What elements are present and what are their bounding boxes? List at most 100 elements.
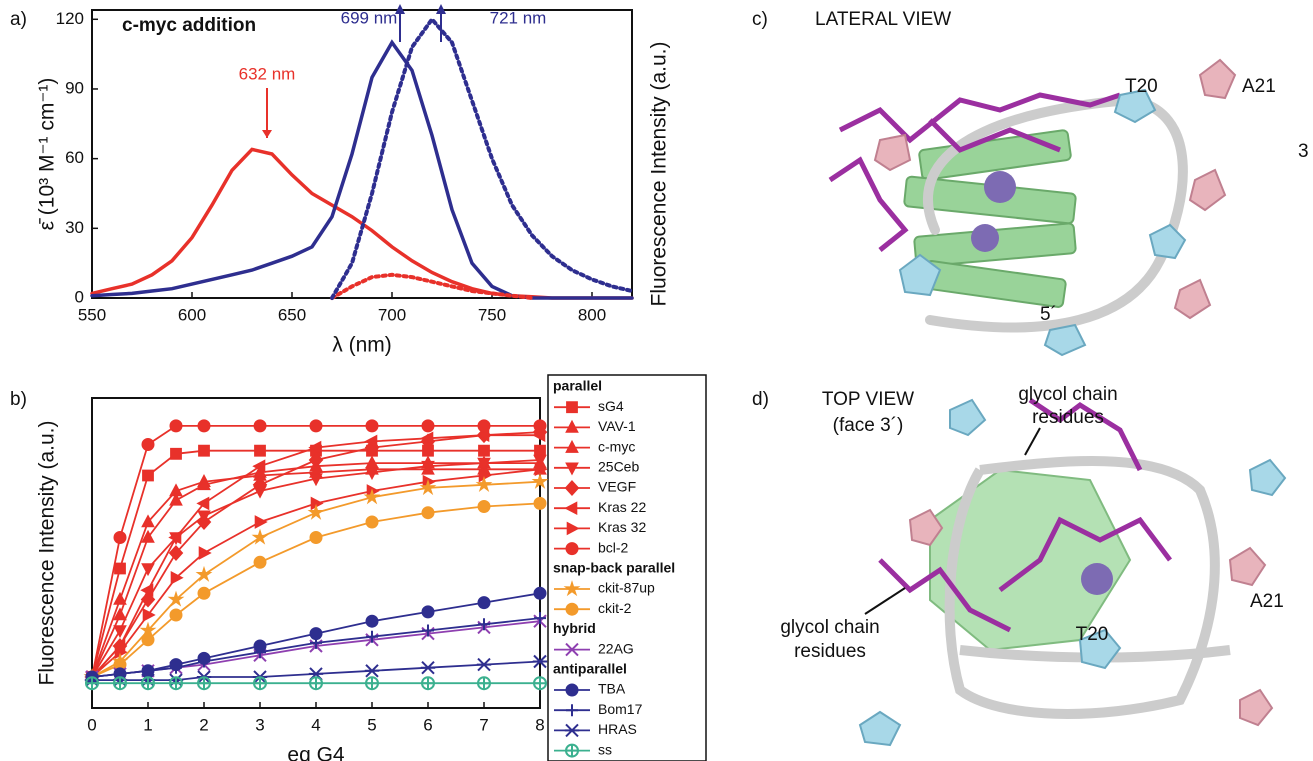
marker (421, 676, 436, 691)
marker (365, 515, 379, 529)
marker (198, 444, 210, 457)
marker (113, 607, 127, 621)
legend-label: HRAS (598, 721, 637, 737)
spectrum-line (90, 39, 634, 300)
marker (309, 627, 323, 641)
legend-label: c-myc (598, 438, 635, 454)
marker (309, 419, 323, 433)
marker (114, 562, 126, 575)
legend-label: ss (598, 741, 612, 757)
marker (253, 555, 267, 569)
x-tick-label: 600 (178, 305, 206, 324)
marker (139, 621, 157, 638)
structure-lateral (828, 58, 1237, 357)
marker (534, 444, 546, 457)
marker (478, 444, 490, 457)
legend-header: hybrid (553, 620, 596, 636)
marker (565, 743, 580, 758)
marker (142, 664, 154, 677)
structure-top (858, 397, 1287, 747)
marker (170, 447, 182, 460)
marker (198, 655, 210, 668)
leader-line (1024, 427, 1041, 456)
marker (419, 479, 437, 496)
marker (85, 676, 100, 691)
marker (140, 583, 154, 598)
x-tick-label: 0 (87, 715, 96, 734)
x-tick-label: 6 (423, 715, 432, 734)
marker (477, 457, 491, 471)
annotation: 632 nm (239, 64, 296, 83)
marker (169, 492, 183, 506)
marker (565, 683, 579, 697)
legend-label: Bom17 (598, 701, 643, 717)
marker (532, 654, 548, 669)
marker (169, 608, 183, 622)
marker (167, 590, 185, 607)
marker (196, 514, 212, 530)
x-tick-label: 650 (278, 305, 306, 324)
marker (142, 608, 156, 622)
marker (565, 642, 579, 657)
arrow-head (436, 4, 446, 14)
arrow-head (262, 130, 272, 138)
series-line (91, 502, 541, 678)
annotation: residues (1032, 407, 1104, 428)
y2-axis-label: Fluorescence Intensity (a.u.) (648, 42, 671, 307)
marker (565, 439, 579, 453)
chart-title: c-myc addition (122, 15, 256, 36)
series (85, 454, 547, 685)
x-axis-label: λ (nm) (332, 334, 392, 357)
legend-header: snap-back parallel (553, 560, 675, 576)
marker (421, 506, 435, 520)
y-tick-label: 0 (75, 287, 84, 306)
marker (114, 645, 128, 660)
marker (307, 503, 325, 520)
leader-line (864, 587, 906, 615)
marker (169, 419, 183, 433)
annotation: 699 nm (341, 8, 398, 27)
panel-label: b) (10, 389, 27, 410)
marker (253, 419, 267, 433)
x-tick-label: 800 (578, 305, 606, 324)
panel-label: a) (10, 9, 27, 30)
series (84, 428, 546, 684)
x-tick-label: 750 (478, 305, 506, 324)
marker (566, 401, 578, 414)
marker (421, 605, 435, 619)
marker (476, 657, 492, 672)
marker (168, 545, 184, 561)
marker (113, 625, 127, 639)
marker (252, 459, 266, 474)
marker (477, 596, 491, 610)
marker (478, 468, 492, 483)
panel-title: TOP VIEW (822, 389, 914, 410)
marker (141, 563, 155, 577)
marker (197, 477, 211, 491)
series (86, 462, 548, 684)
annotation: A21 (1242, 76, 1276, 97)
annotation: A21 (1250, 591, 1284, 612)
marker (113, 531, 127, 544)
marker (564, 501, 578, 516)
marker (197, 419, 211, 433)
legend-frame (547, 374, 707, 761)
marker (533, 586, 547, 600)
marker (309, 676, 324, 691)
x-tick-label: 7 (479, 715, 488, 734)
legend-label: ckit-87up (598, 580, 655, 596)
marker (365, 614, 379, 628)
series (83, 472, 549, 685)
x-tick-label: 3 (255, 715, 264, 734)
y-tick-label: 120 (56, 9, 84, 28)
spectrum-line (330, 16, 634, 300)
panel-title: LATERAL VIEW (815, 9, 951, 30)
legend-label: VAV-1 (598, 418, 636, 434)
marker (195, 565, 213, 582)
annotation: glycol chain (780, 617, 879, 638)
annotation: 5´ (1040, 304, 1057, 325)
panel-label: c) (752, 9, 768, 30)
marker (168, 530, 182, 545)
y-axis-label: ε̄ (10³ M⁻¹ cm⁻¹) (36, 78, 59, 231)
x-tick-label: 1 (143, 715, 152, 734)
